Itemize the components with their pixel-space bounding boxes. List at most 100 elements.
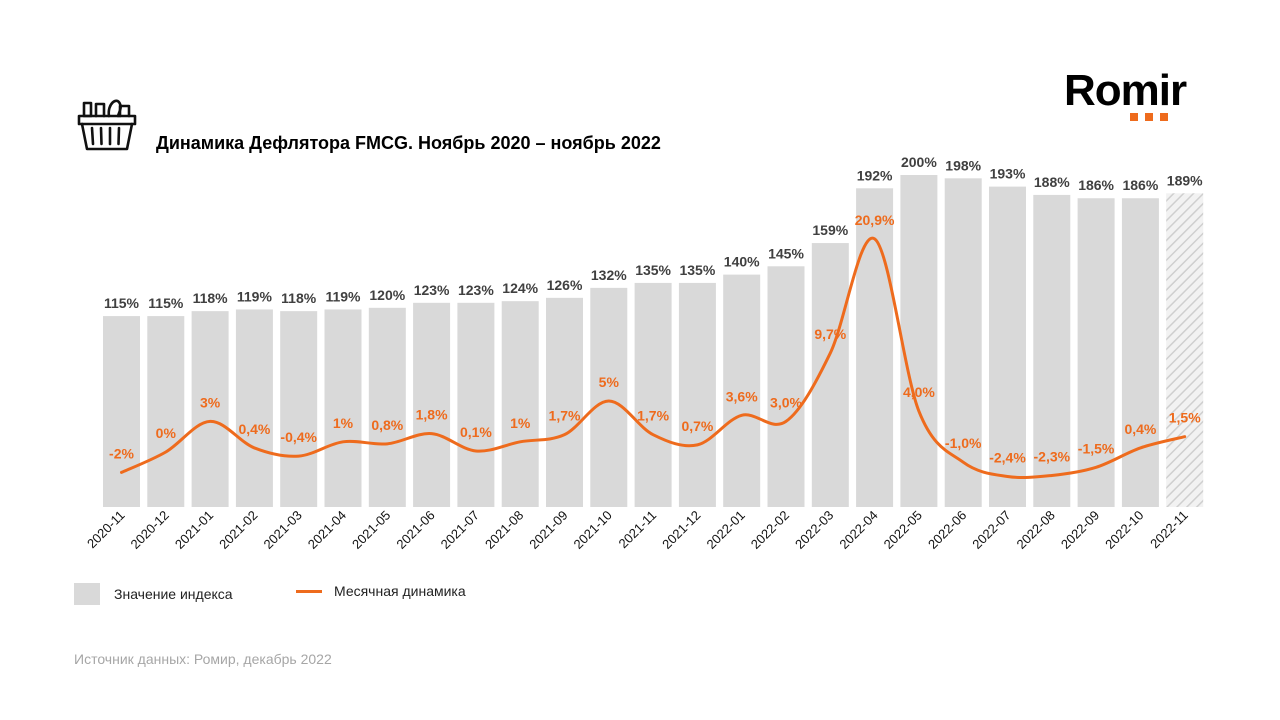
bar-label: 118% [193, 290, 229, 306]
line-label: -1,0% [945, 435, 982, 451]
bar-label: 124% [502, 280, 538, 296]
bar-2022-08 [1033, 194, 1071, 508]
line-label: 20,9% [855, 212, 895, 228]
x-tick-label: 2022-03 [792, 508, 836, 552]
bar-2021-12 [678, 282, 716, 507]
x-tick-label: 2021-11 [616, 508, 660, 552]
bar-label: 120% [369, 287, 405, 303]
legend-item-line: Месячная динамика [296, 583, 466, 599]
bar-label: 118% [281, 290, 317, 306]
legend-label-bars: Значение индекса [114, 586, 233, 602]
line-label: 0,7% [681, 418, 713, 434]
line-label: -1,5% [1078, 440, 1115, 456]
bar-2022-10 [1121, 198, 1159, 508]
x-tick-label: 2021-04 [305, 508, 349, 552]
bar-label: 188% [1034, 174, 1070, 190]
bar-2020-11 [103, 316, 140, 507]
bar-label: 115% [104, 295, 140, 311]
line-label: 0,4% [238, 421, 270, 437]
x-tick-label: 2021-03 [260, 508, 304, 552]
line-label: 3,0% [770, 394, 802, 410]
bar-2021-02 [235, 309, 273, 507]
line-label: 1,7% [637, 408, 669, 424]
bar-2021-07 [457, 302, 495, 507]
line-label: 0,8% [371, 417, 403, 433]
x-tick-label: 2022-01 [703, 508, 747, 552]
line-label: 1% [333, 415, 354, 431]
x-tick-label: 2022-04 [836, 508, 880, 552]
legend-item-bars: Значение индекса [74, 583, 233, 605]
bar-label: 193% [990, 166, 1026, 182]
chart-title: Динамика Дефлятора FMCG. Ноябрь 2020 – н… [156, 133, 661, 153]
bar-2020-12 [147, 316, 185, 507]
line-label: 1,8% [416, 407, 448, 423]
legend-swatch-line [296, 589, 322, 593]
line-label: 5% [599, 374, 620, 390]
x-tick-label: 2021-06 [393, 508, 437, 552]
bar-label: 123% [458, 282, 494, 298]
x-tick-label: 2022-10 [1102, 508, 1146, 552]
bar-label: 115% [148, 295, 184, 311]
bar-2021-01 [191, 311, 229, 507]
x-tick-label: 2021-08 [482, 508, 526, 552]
bar-label: 140% [724, 254, 760, 270]
x-tick-label: 2022-02 [748, 508, 792, 552]
romir-logo: Romir [1064, 66, 1187, 115]
bar-2021-08 [501, 301, 539, 507]
x-tick-label: 2020-12 [128, 508, 172, 552]
bar-label: 135% [635, 262, 671, 278]
legend-label-line: Месячная динамика [334, 583, 466, 599]
bar-label: 135% [679, 262, 715, 278]
monthly-dynamics-line [120, 236, 1187, 480]
bar-2021-03 [280, 311, 318, 507]
x-tick-label: 2022-07 [969, 508, 1013, 552]
line-label: 1,7% [549, 408, 581, 424]
bar-2022-03 [811, 243, 849, 507]
bar-2022-04 [856, 188, 894, 507]
bar-2022-01 [723, 274, 761, 507]
x-tick-label: 2021-01 [172, 508, 216, 552]
bar-2022-06 [944, 178, 982, 507]
bar-label: 123% [414, 282, 450, 298]
line-label: 3,6% [726, 388, 758, 404]
bar-label: 159% [812, 222, 848, 238]
line-label: 9,7% [814, 326, 846, 342]
x-tick-label: 2020-11 [84, 508, 128, 552]
x-tick-label: 2021-02 [216, 508, 260, 552]
x-tick-label: 2022-09 [1058, 508, 1102, 552]
line-label: -0,4% [280, 429, 317, 445]
x-tick-label: 2021-05 [349, 508, 393, 552]
line-label: -2% [109, 445, 134, 461]
x-tick-label: 2021-07 [438, 508, 482, 552]
bar-label: 186% [1122, 177, 1158, 193]
source-note: Источник данных: Ромир, декабрь 2022 [74, 651, 332, 667]
line-label: 0% [156, 425, 177, 441]
bar-label: 192% [857, 167, 893, 183]
bar-2021-05 [368, 307, 406, 507]
logo-dots [1130, 113, 1168, 121]
bar-2022-09 [1077, 198, 1115, 508]
bar-label: 189% [1167, 172, 1203, 188]
x-tick-label: 2022-05 [881, 508, 925, 552]
bar-2021-10 [590, 287, 628, 507]
bar-label: 145% [768, 245, 804, 261]
line-label: -2,3% [1034, 448, 1071, 464]
bar-label: 132% [591, 267, 627, 283]
bar-label: 186% [1078, 177, 1114, 193]
line-label: -2,4% [989, 449, 1026, 465]
bar-2022-05 [900, 175, 938, 507]
bar-2022-11 [1166, 193, 1204, 507]
bar-label: 119% [237, 288, 273, 304]
line-label: 3% [200, 394, 221, 410]
legend-swatch-bars [74, 583, 100, 605]
bar-2021-09 [546, 297, 583, 507]
bar-2021-11 [634, 282, 672, 507]
bar-2021-06 [413, 302, 451, 507]
x-tick-label: 2022-08 [1014, 508, 1058, 552]
bar-label: 198% [945, 157, 981, 173]
x-tick-label: 2022-11 [1147, 508, 1191, 552]
x-tick-label: 2021-12 [659, 508, 703, 552]
bar-2022-02 [767, 266, 805, 507]
bar-2022-07 [989, 186, 1026, 507]
